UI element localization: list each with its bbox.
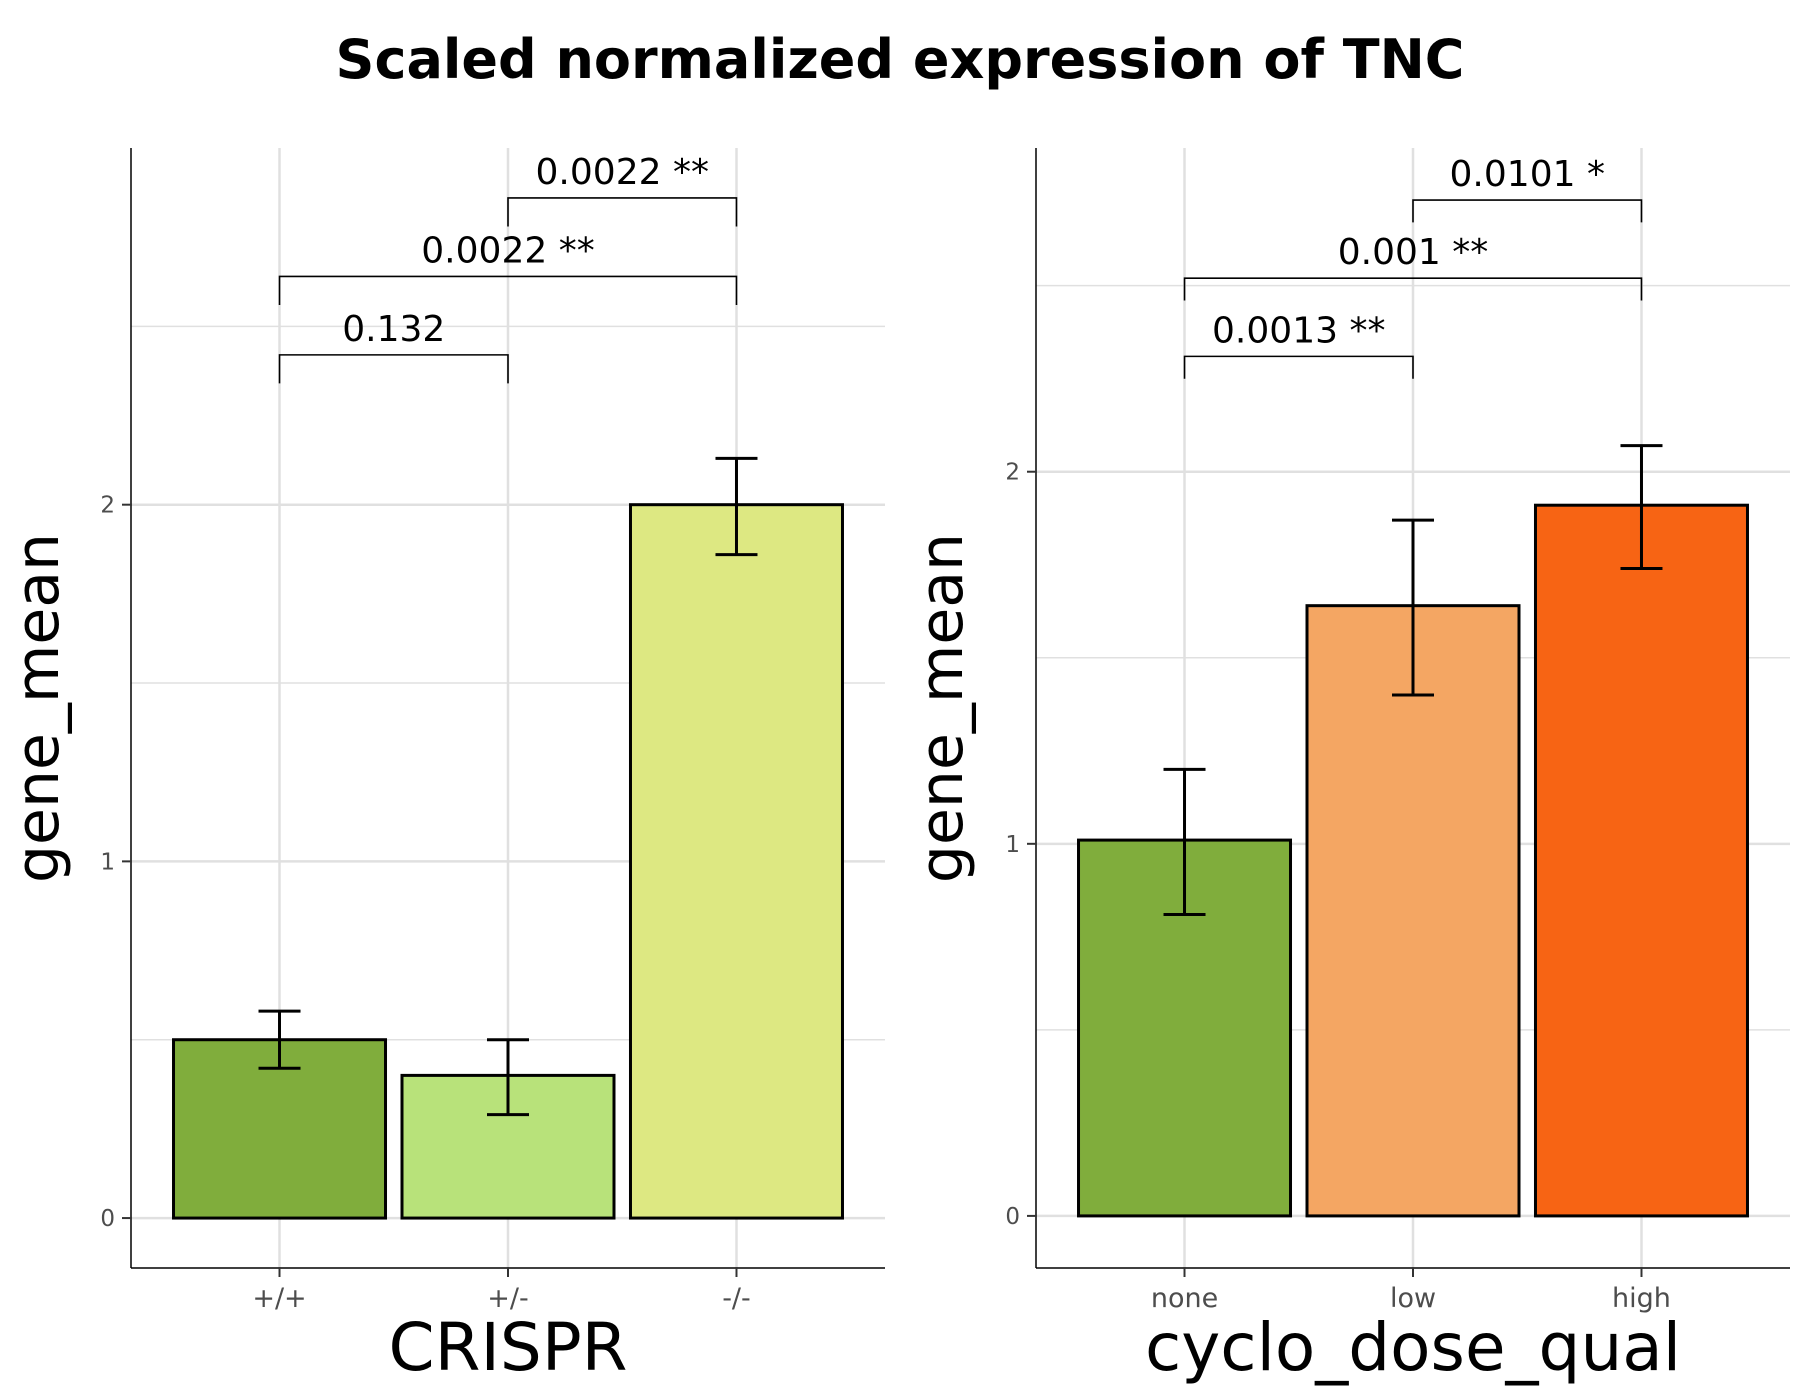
p-value-label: 0.001 ** [1338,232,1489,273]
error-bar [258,1009,301,1070]
error-bar [715,456,758,557]
y-tick-label: 1 [100,849,115,875]
x-tick-label: +/+ [252,1283,306,1314]
significance-bracket: 0.0022 ** [278,230,738,305]
bracket-line [507,197,738,227]
x-tick-label: high [1612,1283,1671,1314]
y-axis-title: gene_mean [907,533,977,883]
bracket-line [1412,199,1643,223]
x-tick-label: -/- [722,1283,751,1314]
p-value-label: 0.0022 ** [421,230,594,271]
bar-low [1305,604,1521,1218]
p-value-label: 0.0022 ** [536,152,709,193]
p-value-label: 0.132 [342,309,445,350]
x-axis-title: cyclo_dose_qual [1145,1309,1681,1386]
error-bar [487,1038,529,1117]
chart-title: Scaled normalized expression of TNC [335,28,1465,91]
y-tick-label: 1 [1005,832,1020,858]
x-tick-label: low [1390,1283,1436,1314]
x-tick-label: +/- [487,1283,528,1314]
bar-high [1533,503,1749,1218]
x-axis-title: CRISPR [389,1309,628,1386]
bracket-line [1183,355,1414,379]
error-bar [1163,767,1206,917]
significance-bracket: 0.132 [278,309,509,384]
error-bar [1620,444,1663,570]
bracket-line [278,275,738,305]
significance-bracket: 0.0101 * [1412,154,1643,223]
significance-bracket: 0.0013 ** [1183,310,1414,379]
panel-2: 0 1 2 none low high 0.0013 ** 0.001 ** 0.0101 * g… [907,148,1790,1386]
y-tick-label: 2 [1005,460,1020,486]
bar--/- [628,503,844,1220]
error-bar [1392,518,1434,697]
bracket-line [278,354,509,384]
significance-bracket: 0.001 ** [1183,232,1643,301]
y-tick-label: 0 [1005,1204,1020,1230]
y-axis-title: gene_mean [3,533,73,883]
y-tick-label: 2 [100,493,115,519]
significance-bracket: 0.0022 ** [507,152,738,227]
p-value-label: 0.0013 ** [1212,310,1385,351]
bracket-line [1183,277,1643,301]
x-tick-label: none [1151,1283,1218,1314]
panel-1: 0 1 2 +/+ +/- -/- 0.132 0.0022 ** 0.0022 ** gene_… [3,148,885,1386]
y-tick-label: 0 [100,1206,115,1232]
p-value-label: 0.0101 * [1450,154,1605,195]
